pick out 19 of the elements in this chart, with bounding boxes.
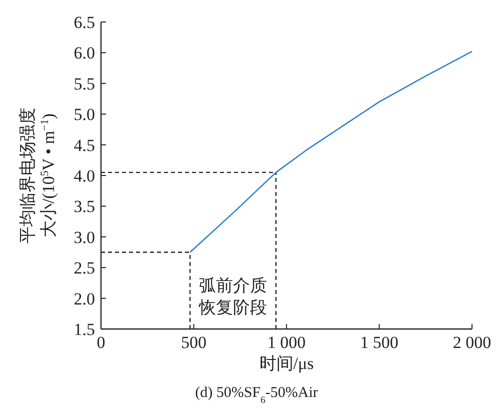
y-tick-label: 2.5 bbox=[74, 258, 95, 278]
y-tick-label: 3.5 bbox=[74, 197, 95, 216]
y-tick-label: 4.0 bbox=[74, 166, 95, 186]
y-tick-label: 3.0 bbox=[74, 228, 95, 247]
y-tick-label: 6.0 bbox=[74, 44, 95, 63]
x-tick-label: 500 bbox=[181, 333, 206, 352]
y-tick-label: 6.5 bbox=[74, 13, 95, 32]
y-tick-label: 1.5 bbox=[74, 320, 95, 339]
text: (d) 50%SF$_{6}$-50%Air bbox=[195, 385, 318, 406]
y-tick-label: 4.5 bbox=[74, 136, 95, 155]
x-tick-label: 1 000 bbox=[267, 333, 306, 352]
y-tick-label: 5.5 bbox=[74, 74, 95, 94]
annotations: 弧前介质恢复阶段 bbox=[198, 276, 267, 317]
y-tick-label: 5.0 bbox=[74, 105, 95, 124]
x-tick-label: 2 000 bbox=[452, 333, 492, 352]
x-tick-label: 0 bbox=[96, 333, 106, 352]
x-axis-title: 时间/μs bbox=[259, 354, 314, 373]
x-tick-label: 1 500 bbox=[360, 333, 398, 352]
y-tick-label: 2.0 bbox=[74, 289, 95, 308]
